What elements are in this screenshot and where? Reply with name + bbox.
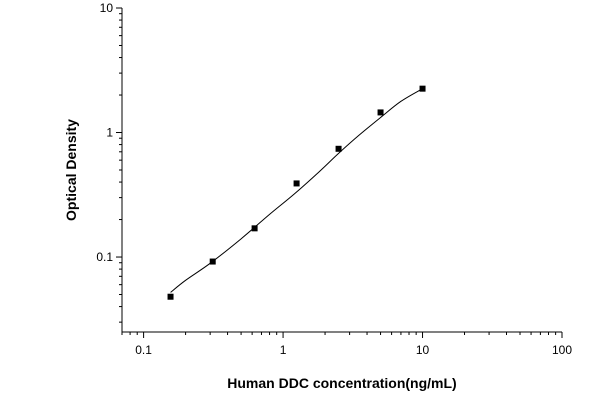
y-tick-label: 1	[106, 126, 113, 140]
data-point	[377, 109, 384, 116]
x-axis-ticks: 0.1 1 10 100	[121, 332, 572, 357]
fit-curve	[170, 88, 423, 293]
y-tick-label: 0.1	[96, 250, 113, 264]
x-axis-title: Human DDC concentration(ng/mL)	[227, 375, 456, 391]
data-point	[335, 145, 342, 152]
y-axis-ticks: 0.1 1 10	[96, 1, 122, 323]
x-tick-label: 10	[416, 343, 430, 357]
data-point	[251, 225, 258, 232]
x-tick-label: 1	[280, 343, 287, 357]
data-point	[419, 85, 426, 92]
y-axis-title: Optical Density	[63, 119, 79, 221]
data-point	[167, 293, 174, 300]
y-tick-label: 10	[100, 1, 114, 15]
data-points	[167, 85, 426, 300]
data-point	[209, 258, 216, 265]
x-tick-label: 100	[552, 343, 572, 357]
data-point	[293, 180, 300, 187]
x-tick-label: 0.1	[135, 343, 152, 357]
